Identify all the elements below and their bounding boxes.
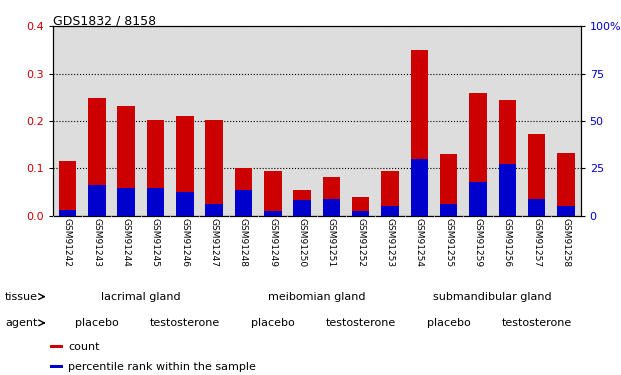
Bar [50,365,63,368]
Text: tissue: tissue [5,292,38,302]
Text: GSM91258: GSM91258 [561,217,571,267]
Text: GSM91243: GSM91243 [93,217,101,267]
Bar [117,106,135,216]
Bar [322,199,340,216]
Bar [206,204,223,216]
Bar [322,177,340,216]
Text: placebo: placebo [251,318,294,328]
Bar [440,154,458,216]
Bar [352,196,369,216]
Text: GSM91252: GSM91252 [356,217,365,267]
Text: placebo: placebo [427,318,471,328]
Text: GSM91242: GSM91242 [63,217,72,267]
Text: testosterone: testosterone [150,318,220,328]
Text: GSM91254: GSM91254 [415,217,424,267]
Bar [499,165,516,216]
Bar [293,200,311,216]
Text: GSM91245: GSM91245 [151,217,160,267]
Bar [440,204,458,216]
Text: agent: agent [6,318,38,328]
Bar [50,345,63,348]
Bar [147,188,164,216]
Bar [206,120,223,216]
Bar [557,153,575,216]
Bar [352,211,369,216]
Bar [117,188,135,216]
Bar [176,116,194,216]
Bar [293,190,311,216]
Bar [469,183,487,216]
Bar [235,168,252,216]
Bar [88,185,106,216]
Bar [381,171,399,216]
Text: GSM91247: GSM91247 [209,217,219,267]
Text: GSM91244: GSM91244 [122,217,130,267]
Text: testosterone: testosterone [502,318,572,328]
Text: percentile rank within the sample: percentile rank within the sample [68,362,256,372]
Bar [264,171,281,216]
Text: GSM91257: GSM91257 [532,217,541,267]
Bar [410,159,428,216]
Bar [410,50,428,216]
Text: GSM91259: GSM91259 [473,217,483,267]
Text: GSM91248: GSM91248 [239,217,248,267]
Text: submandibular gland: submandibular gland [433,292,552,302]
Bar [528,134,545,216]
Text: lacrimal gland: lacrimal gland [101,292,181,302]
Text: GSM91251: GSM91251 [327,217,336,267]
Text: GSM91253: GSM91253 [386,217,394,267]
Bar [528,199,545,216]
Text: GSM91246: GSM91246 [180,217,189,267]
Text: meibomian gland: meibomian gland [268,292,366,302]
Bar [147,120,164,216]
Text: placebo: placebo [75,318,119,328]
Text: GSM91250: GSM91250 [297,217,307,267]
Text: GDS1832 / 8158: GDS1832 / 8158 [53,15,156,28]
Bar [499,100,516,216]
Bar [235,190,252,216]
Text: GSM91255: GSM91255 [444,217,453,267]
Bar [264,211,281,216]
Text: GSM91249: GSM91249 [268,217,277,267]
Bar [88,98,106,216]
Bar [58,161,76,216]
Bar [176,192,194,216]
Bar [469,93,487,216]
Text: testosterone: testosterone [325,318,396,328]
Text: GSM91256: GSM91256 [503,217,512,267]
Text: count: count [68,342,100,351]
Bar [58,210,76,216]
Bar [557,206,575,216]
Bar [381,206,399,216]
